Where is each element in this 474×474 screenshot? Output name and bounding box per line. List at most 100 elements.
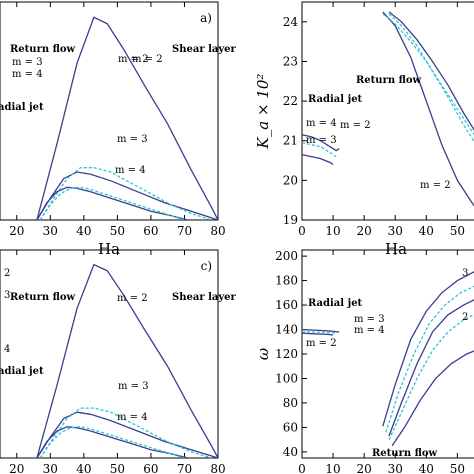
x-tick-label: 60 [143,224,158,238]
series-line-5 [39,426,185,458]
x-tick-label: 40 [76,462,91,474]
annotation: Return flow [10,44,76,55]
y-tick-label: 100 [275,371,298,385]
annotation: adial jet [0,366,44,377]
series-line-1 [36,263,218,458]
annotation: Return flow [10,292,76,303]
annotation: m = 2 [132,54,163,65]
series-line-6 [302,328,340,333]
y-tick-label: 22 [283,94,298,108]
annotation: 2 [4,268,10,279]
y-tick-label: 60 [283,420,298,434]
y-tick-label: 80 [283,396,298,410]
annotation: Return flow [356,75,422,86]
annotation: Radial jet [308,298,363,309]
annotation: Shear layer [172,44,237,55]
y-tick-label: 120 [275,347,298,361]
x-tick-label: 0 [298,224,306,238]
annotation: m = 3 [118,381,149,392]
annotation: adial jet [0,102,44,113]
annotation: m = 3 [12,57,43,68]
series-line-5 [302,134,340,152]
series-line-2 [36,171,218,220]
plot-frame [0,249,219,459]
series-line-3 [39,167,212,220]
x-tick-label: 30 [43,224,58,238]
series-line-7 [302,330,337,334]
annotation: m = 4 [354,325,385,336]
x-tick-label: 50 [450,462,465,474]
x-tick-label: 0 [298,462,306,474]
annotation: m = 2 [340,120,371,131]
x-tick-label: 20 [9,462,24,474]
annotation: Return flow [372,448,438,459]
series-line-7 [302,153,334,166]
annotation: m = 4 [117,412,148,423]
series-line-3 [388,11,474,131]
y-tick-label: 19 [283,213,298,227]
y-tick-label: 24 [283,15,299,29]
annotation: m = 2 [306,338,337,349]
series-line-2 [382,13,474,136]
series-line-5 [391,350,474,447]
y-tick-label: 20 [283,173,298,187]
series-line-4 [388,13,474,143]
x-axis-label: Ha [98,240,120,258]
x-tick-label: 20 [357,462,372,474]
annotation: m = 2 [118,54,149,65]
panel-label: c) [201,259,212,273]
annotation: 3 [462,268,468,279]
y-tick-label: 180 [275,274,298,288]
x-tick-label: 20 [357,224,372,238]
x-tick-label: 70 [177,224,192,238]
series-line-3 [39,407,212,458]
y-tick-label: 23 [283,54,298,68]
annotation: m = 4 [306,118,337,129]
annotation: m = 2 [420,180,451,191]
annotation: m = 4 [115,165,146,176]
series-line-2 [385,285,474,433]
plot-frame [0,1,219,221]
series-line-1 [36,16,218,220]
annotation: 2 [462,312,468,323]
y-axis-label: K_a × 10² [254,74,272,150]
x-tick-label: 10 [325,462,340,474]
y-tick-label: 200 [275,249,298,263]
y-tick-label: 21 [283,134,298,148]
x-tick-label: 40 [76,224,91,238]
y-tick-label: 40 [283,445,298,459]
annotation: 3 [4,290,10,301]
y-tick-label: 160 [275,298,298,312]
series-line-2 [36,411,218,458]
x-tick-label: 30 [388,224,403,238]
x-tick-label: 30 [43,462,58,474]
x-tick-label: 10 [325,224,340,238]
annotation: m = 4 [12,69,43,80]
annotation: m = 3 [117,134,148,145]
series-line-1 [382,271,474,427]
plot-frame [301,1,474,221]
annotation: m = 3 [354,314,385,325]
annotation: Shear layer [172,292,237,303]
series-line-4 [388,313,474,440]
x-tick-label: 30 [388,462,403,474]
x-tick-label: 50 [110,224,125,238]
x-tick-label: 20 [9,224,24,238]
panel-label: a) [200,11,212,25]
x-tick-label: 40 [419,462,434,474]
series-line-5 [39,186,185,220]
x-tick-label: 50 [110,462,125,474]
annotation: Radial jet [308,94,363,105]
series-line-4 [36,426,188,458]
x-tick-label: 40 [419,224,434,238]
series-line-1 [382,11,474,207]
series-line-6 [302,142,337,158]
x-tick-label: 80 [210,224,225,238]
x-tick-label: 60 [143,462,158,474]
panel-4: 01020304050406080100120140160180200Haωm … [254,249,474,474]
x-axis-label: Ha [385,240,407,258]
x-tick-label: 50 [450,224,465,238]
